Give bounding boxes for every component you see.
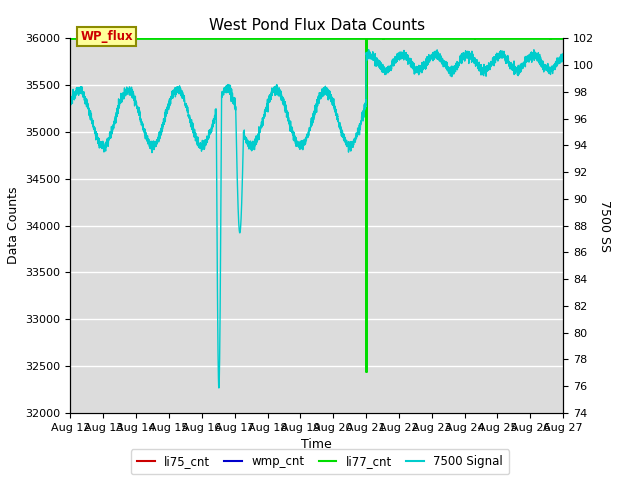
Legend: li75_cnt, wmp_cnt, li77_cnt, 7500 Signal: li75_cnt, wmp_cnt, li77_cnt, 7500 Signal [131, 449, 509, 474]
Y-axis label: 7500 SS: 7500 SS [598, 200, 611, 252]
Text: WP_flux: WP_flux [80, 30, 133, 43]
Title: West Pond Flux Data Counts: West Pond Flux Data Counts [209, 18, 425, 33]
Y-axis label: Data Counts: Data Counts [7, 187, 20, 264]
X-axis label: Time: Time [301, 438, 332, 451]
